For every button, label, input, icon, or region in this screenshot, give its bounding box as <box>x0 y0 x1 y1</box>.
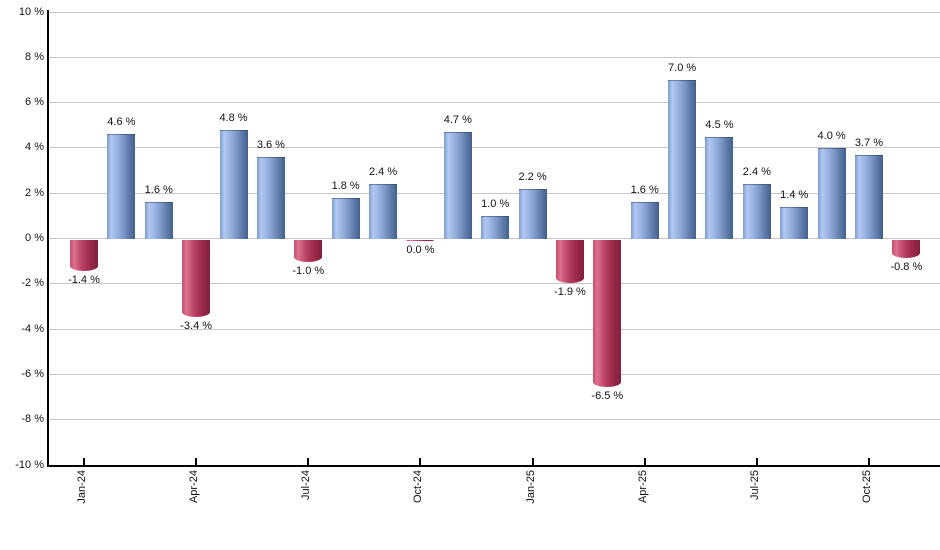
bar-Nov-24 <box>443 132 472 240</box>
bar-label-Nov-25: -0.8 % <box>890 260 923 273</box>
x-axis-label: Apr-25 <box>636 470 649 504</box>
bar-Jul-24 <box>294 239 323 263</box>
gridline-10 <box>48 11 940 13</box>
bar-label-Feb-25: -1.9 % <box>554 285 586 298</box>
y-axis-line <box>47 10 49 466</box>
bar-Aug-24 <box>331 197 360 240</box>
x-axis-line <box>47 465 940 467</box>
bar-Jun-24 <box>256 156 285 240</box>
bar-label-Jun-25: 4.5 % <box>705 118 734 131</box>
y-axis-label: -8 % <box>21 413 44 426</box>
bar-Oct-25 <box>855 154 883 240</box>
gridline--2 <box>48 283 940 285</box>
bar-label-May-24: 4.8 % <box>219 111 248 124</box>
bar-Sep-24 <box>369 184 398 240</box>
bar-May-24 <box>219 129 248 240</box>
bar-label-Oct-25: 3.7 % <box>854 136 884 149</box>
y-axis-label: 10 % <box>18 5 44 18</box>
x-axis-tick <box>643 458 646 466</box>
bar-Nov-25 <box>892 239 921 258</box>
x-axis-label: Jan-25 <box>524 470 537 504</box>
bar-Sep-25 <box>817 147 846 240</box>
bar-Jul-25 <box>742 184 771 240</box>
x-axis-tick <box>755 458 758 466</box>
bar-Feb-24 <box>107 134 136 240</box>
y-axis-label: 2 % <box>25 186 44 199</box>
bar-label-Jul-24: -1.0 % <box>292 265 325 278</box>
y-axis-label: -4 % <box>21 322 44 335</box>
bar-label-Sep-24: 2.4 % <box>368 166 398 179</box>
bar-Mar-25 <box>593 239 622 387</box>
bar-label-Mar-25: -6.5 % <box>591 389 624 402</box>
bar-Aug-25 <box>780 206 809 240</box>
bar-label-Aug-24: 1.8 % <box>331 179 360 192</box>
bar-Apr-24 <box>182 239 211 317</box>
y-axis-label: -2 % <box>21 277 44 290</box>
bar-label-Jan-25: 2.2 % <box>518 170 547 183</box>
bar-Oct-24 <box>406 239 435 241</box>
bar-Jan-24 <box>70 239 98 272</box>
x-axis-tick <box>868 458 870 466</box>
x-axis-label: Jul-25 <box>748 470 761 500</box>
gridline-6 <box>48 102 940 104</box>
bar-label-May-25: 7.0 % <box>668 61 697 74</box>
bar-Mar-24 <box>144 202 173 240</box>
bar-label-Feb-24: 4.6 % <box>107 116 136 129</box>
bar-label-Nov-24: 4.7 % <box>443 114 472 127</box>
bar-label-Aug-25: 1.4 % <box>780 188 809 201</box>
gridline-4 <box>48 147 940 149</box>
bar-label-Jan-24: -1.4 % <box>68 274 100 287</box>
x-axis-label: Jan-24 <box>76 470 88 504</box>
x-axis-tick <box>83 458 85 466</box>
gridline--8 <box>48 419 940 421</box>
gridline-8 <box>48 56 940 58</box>
gridline--6 <box>48 373 940 375</box>
x-axis-label: Oct-24 <box>412 470 425 504</box>
bar-Apr-25 <box>630 202 659 240</box>
gridline--4 <box>48 328 940 330</box>
gridline-2 <box>48 192 940 194</box>
y-axis-label: 6 % <box>25 96 44 109</box>
x-axis-label: Jul-24 <box>300 470 313 500</box>
bar-Feb-25 <box>555 239 584 283</box>
bar-Jun-25 <box>705 136 734 240</box>
bar-label-Jun-24: 3.6 % <box>256 138 285 151</box>
y-axis-label: -6 % <box>21 367 44 380</box>
x-axis-label: Apr-24 <box>188 470 201 504</box>
y-axis-label: -10 % <box>15 458 44 471</box>
bar-Jan-25 <box>518 188 547 240</box>
x-axis-tick <box>195 458 198 466</box>
x-axis-tick <box>419 458 422 466</box>
bar-label-Mar-24: 1.6 % <box>144 184 173 197</box>
bar-May-25 <box>668 79 697 240</box>
bar-label-Jul-25: 2.4 % <box>742 166 771 179</box>
x-axis-tick <box>531 458 534 466</box>
bar-Dec-24 <box>481 215 510 240</box>
y-axis-label: 4 % <box>25 141 44 154</box>
bar-label-Dec-24: 1.0 % <box>481 197 510 210</box>
bar-label-Apr-25: 1.6 % <box>630 184 659 197</box>
bar-label-Oct-24: 0.0 % <box>406 244 435 256</box>
y-axis-label: 8 % <box>25 50 44 63</box>
x-axis-label: Oct-25 <box>861 470 873 504</box>
x-axis-tick <box>307 458 310 466</box>
y-axis-label: 0 % <box>25 232 44 244</box>
bar-label-Sep-25: 4.0 % <box>817 129 846 142</box>
bar-label-Apr-24: -3.4 % <box>180 319 213 332</box>
